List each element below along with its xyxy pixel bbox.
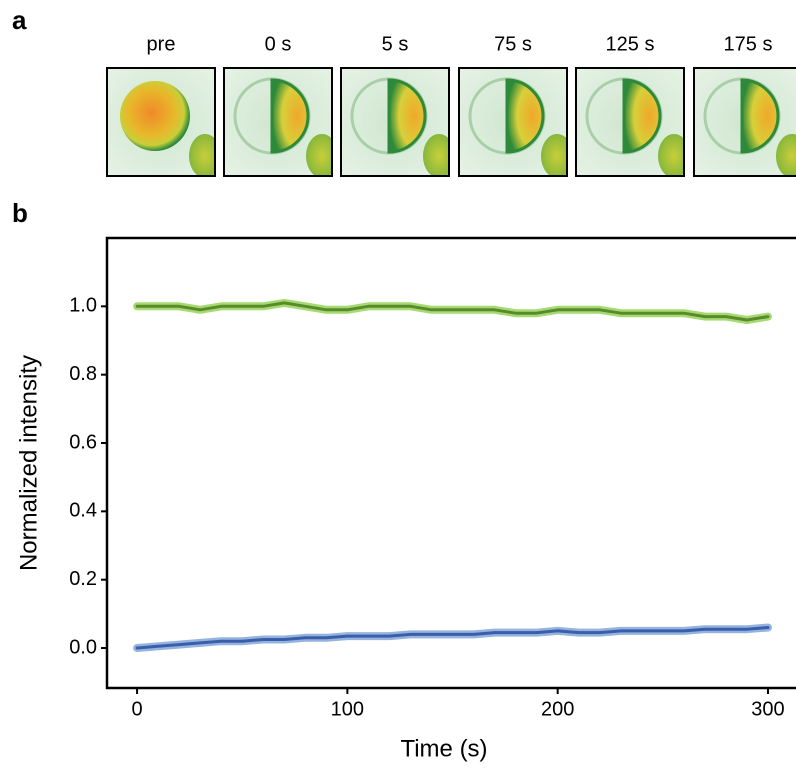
frame-image xyxy=(223,67,333,177)
series-line xyxy=(135,626,770,650)
cell xyxy=(270,78,310,154)
y-tick-label: 0.6 xyxy=(69,431,97,453)
cells xyxy=(585,77,684,176)
frame-image xyxy=(458,67,568,177)
x-tick-label: 200 xyxy=(541,698,574,720)
plot-frame xyxy=(105,236,796,690)
panel-label: b xyxy=(12,198,28,228)
cell xyxy=(740,78,780,154)
x-tick-label: 300 xyxy=(751,698,784,720)
y-tick-label: 0.0 xyxy=(69,636,97,658)
cell-small xyxy=(306,134,332,176)
y-tick-label: 0.8 xyxy=(69,363,97,385)
frame-label: 5 s xyxy=(382,33,409,55)
frame-label: 125 s xyxy=(606,33,655,55)
x-axis-label: Time (s) xyxy=(400,735,487,762)
frame-image xyxy=(340,67,450,177)
cells xyxy=(120,81,215,176)
cell-small xyxy=(189,134,215,176)
frame-image xyxy=(693,67,796,177)
frame-label: pre xyxy=(147,33,176,55)
series-line xyxy=(135,301,770,322)
cell-small xyxy=(776,134,796,176)
cell xyxy=(622,78,662,154)
frames: pre 0 s 5 s 75 s 125 s 175 s xyxy=(106,33,796,177)
frame-border xyxy=(693,67,796,177)
y-tick-label: 0.4 xyxy=(69,500,97,522)
frame-image xyxy=(575,67,685,177)
y-tick-label: 0.2 xyxy=(69,568,97,590)
frame-border xyxy=(575,67,685,177)
cell-small xyxy=(541,134,567,176)
cells xyxy=(233,77,332,176)
cell xyxy=(387,78,427,154)
y-tick-label: 1.0 xyxy=(69,295,97,317)
x-tick-label: 100 xyxy=(331,698,364,720)
frame-label: 175 s xyxy=(724,33,773,55)
cell-small xyxy=(658,134,684,176)
frame-label: 75 s xyxy=(494,33,532,55)
frame-border xyxy=(106,67,216,177)
cells xyxy=(468,77,567,176)
cells xyxy=(703,77,796,176)
frame-label: 0 s xyxy=(265,33,292,55)
frame-border xyxy=(340,67,450,177)
frame-border xyxy=(223,67,333,177)
x-tick-label: 0 xyxy=(132,698,143,720)
y-axis-label: Normalized intensity xyxy=(15,355,42,571)
cells xyxy=(350,77,449,176)
cell-small xyxy=(423,134,449,176)
plot: 0.0 0.2 0.4 0.6 0.8 1.0 0 100 200 300 Time (s) Norm… xyxy=(15,236,796,762)
frame-border xyxy=(458,67,568,177)
frame-image xyxy=(106,67,216,177)
cell xyxy=(505,78,545,154)
panel-label: a xyxy=(12,5,27,35)
cell xyxy=(120,81,190,151)
